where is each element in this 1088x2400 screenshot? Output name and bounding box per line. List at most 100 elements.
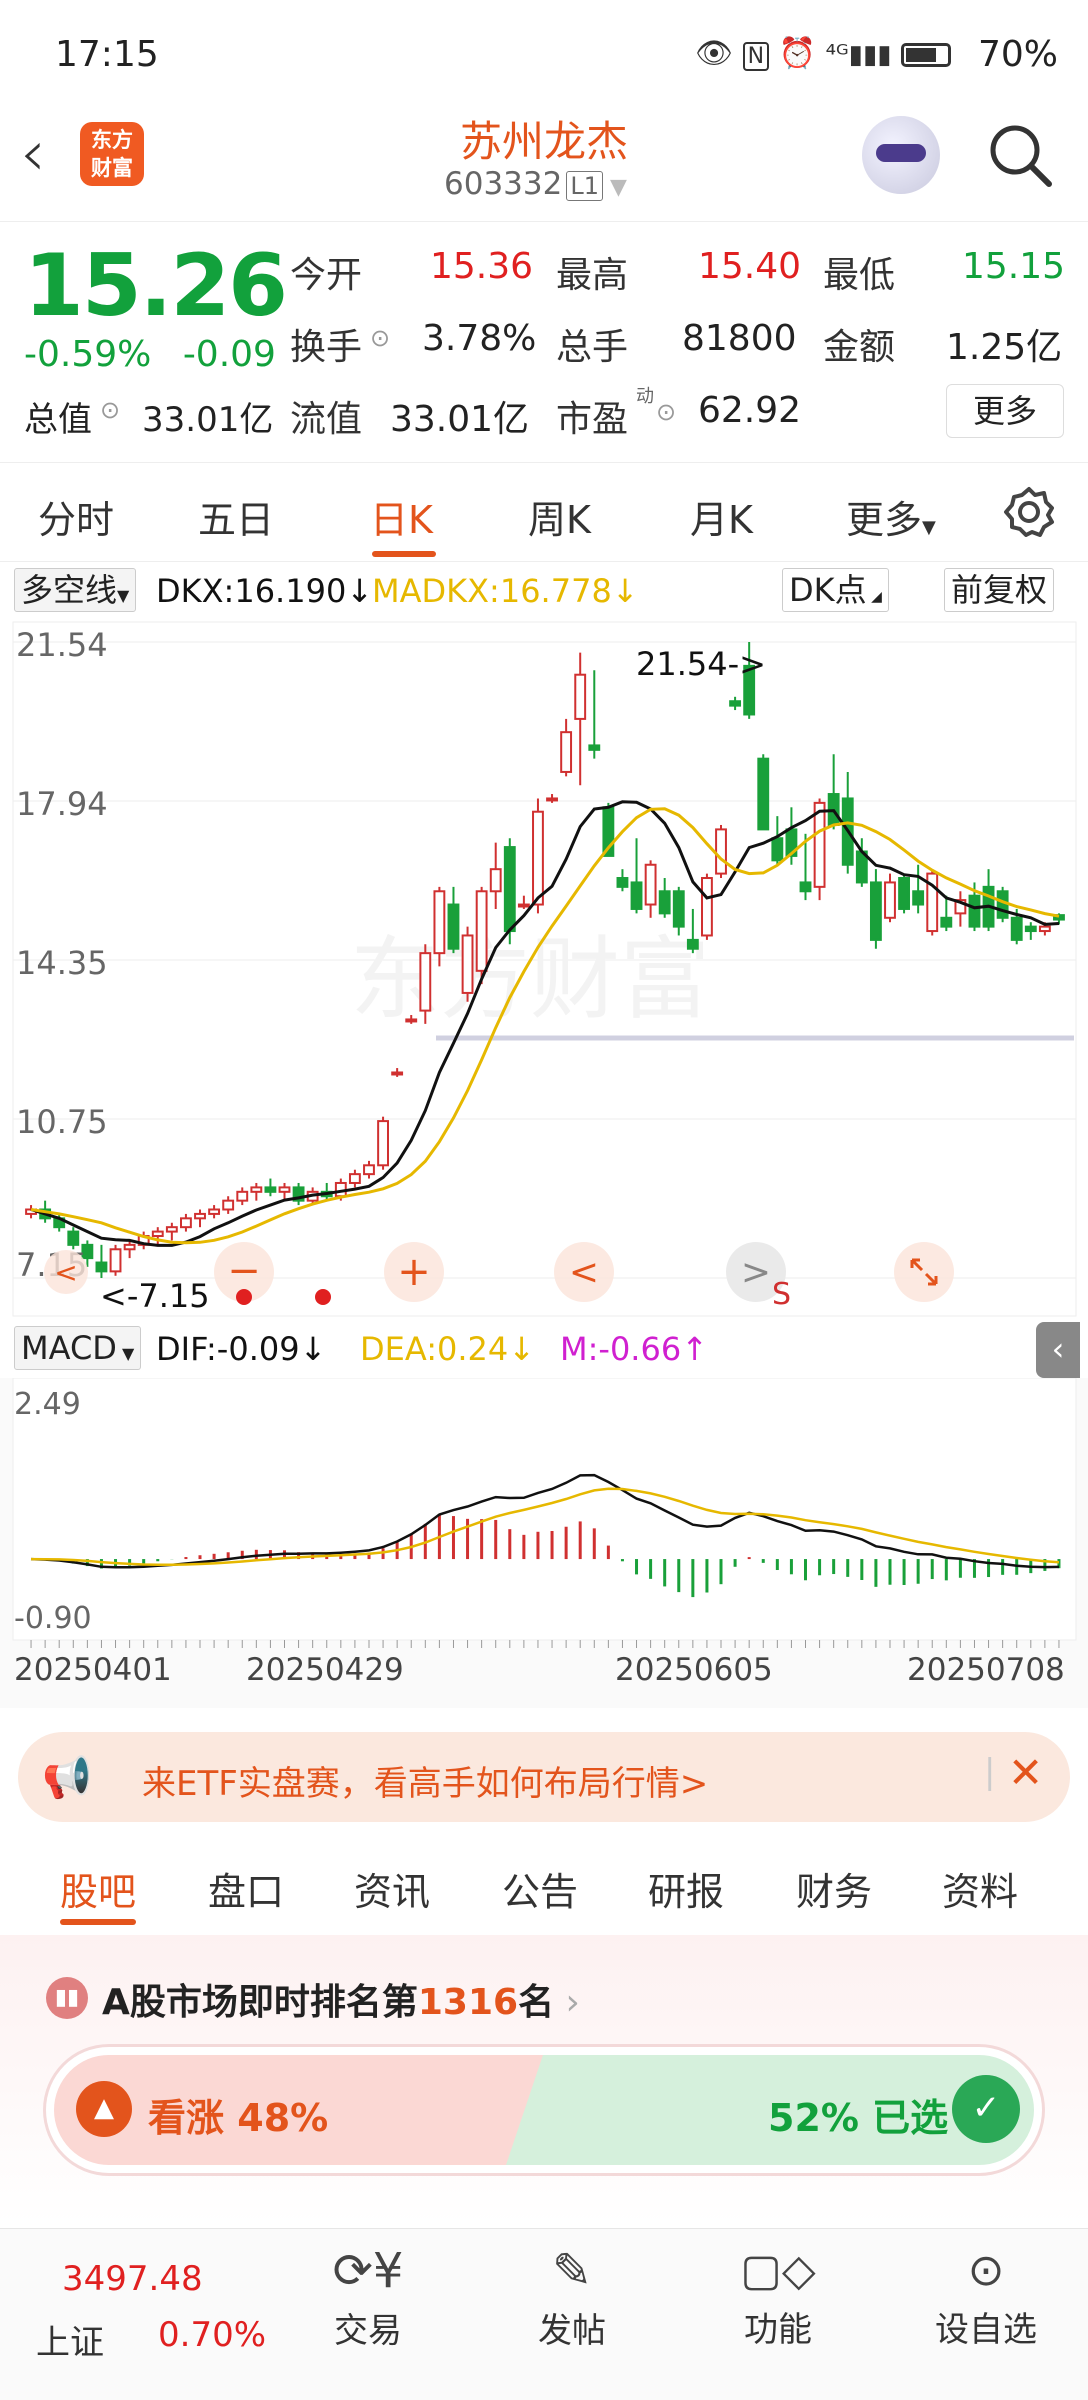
current-price: 15.26: [24, 236, 288, 336]
index-value[interactable]: 3497.48: [62, 2259, 203, 2299]
candle: [926, 872, 939, 933]
amount-label: 金额: [823, 327, 896, 368]
scroll-left-button[interactable]: <: [554, 1242, 614, 1302]
tab-weekly-k[interactable]: 周K: [528, 498, 591, 542]
gear-icon[interactable]: [1002, 485, 1056, 539]
zoom-in-glyph: +: [397, 1249, 431, 1295]
banner-text: 来ETF实盘赛，看高手如何布局行情>: [142, 1764, 709, 1804]
tab-announcements[interactable]: 公告: [502, 1870, 579, 1914]
macd-select[interactable]: MACD ▼: [14, 1326, 142, 1370]
vote-bar: ▲ 看涨 48% 52% 已选 ✓: [46, 2047, 1042, 2173]
nav-functions[interactable]: ▢◇ 功能: [708, 2229, 848, 2351]
promo-banner[interactable]: 📢 来ETF实盘赛，看高手如何布局行情> | ✕: [18, 1732, 1070, 1822]
status-bar: 17:15 👁 N ⏰ ⁴ᴳ▮▮▮ 70%: [0, 0, 1088, 100]
dif-value: DIF:-0.09↓: [156, 1330, 327, 1368]
candle: [489, 868, 502, 893]
market-cap-value: 33.01亿: [142, 400, 274, 440]
app-logo: 东方 财富: [80, 122, 144, 186]
dea-value: DEA:0.24↓: [360, 1330, 536, 1368]
pe-superscript: 动: [636, 386, 654, 407]
bull-label: 看涨 48%: [148, 2087, 328, 2142]
nav-trade[interactable]: ⟳¥ 交易: [298, 2229, 438, 2352]
candle: [461, 934, 474, 994]
edit-icon: ✎: [551, 2243, 593, 2299]
candle: [475, 890, 488, 972]
candle: [658, 890, 671, 915]
zoom-in-button[interactable]: +: [384, 1242, 444, 1302]
candle: [517, 903, 530, 908]
info-icon[interactable]: ⊙: [100, 396, 121, 424]
date-label: 20250605: [615, 1652, 773, 1688]
fullscreen-button[interactable]: [894, 1242, 954, 1302]
tab-news[interactable]: 资讯: [354, 1870, 431, 1914]
tab-orderbook[interactable]: 盘口: [208, 1870, 285, 1914]
candle: [447, 903, 460, 950]
candle: [616, 877, 629, 888]
tab-finance[interactable]: 财务: [796, 1870, 873, 1914]
indicator-select[interactable]: 多空线▼: [14, 568, 137, 612]
macd-chart-area[interactable]: 2.49 -0.90 20250401 20250429 20250605 20…: [0, 1377, 1088, 1708]
grid-icon: ▢◇: [740, 2245, 816, 2296]
info-icon[interactable]: ⊙: [370, 324, 391, 352]
pe-value: 62.92: [698, 390, 802, 431]
market-cap-label: 总值: [24, 400, 92, 440]
caret-down-icon: ▼: [117, 586, 130, 605]
watermark: 东方财富: [350, 930, 710, 1030]
rank-text[interactable]: A股市场即时排名第1316名 ›: [102, 1973, 580, 2025]
bear-bar[interactable]: [506, 2055, 1034, 2165]
status-time: 17:15: [55, 34, 159, 75]
volume-label: 总手: [556, 327, 629, 368]
macd-chart-svg[interactable]: 2.49 -0.90 20250401 20250429 20250605 20…: [0, 1377, 1088, 1708]
float-cap-value: 33.01亿: [390, 399, 530, 440]
search-icon[interactable]: [985, 120, 1055, 190]
active-tab-indicator: [372, 551, 436, 557]
index-change[interactable]: 0.70%: [158, 2315, 267, 2355]
bull-bar[interactable]: [54, 2055, 544, 2165]
info-icon[interactable]: ⊙: [656, 398, 677, 426]
dk-point-button[interactable]: DK点 ◢: [782, 568, 889, 612]
close-icon[interactable]: ✕: [1008, 1748, 1044, 1797]
candle: [180, 1217, 192, 1229]
candle: [81, 1243, 94, 1260]
chevron-down-icon: ▼: [602, 175, 627, 200]
zoom-out-button[interactable]: −: [214, 1242, 274, 1302]
tab-profile[interactable]: 资料: [942, 1870, 1019, 1914]
nav-add-watchlist[interactable]: ⊙ 设自选: [916, 2229, 1056, 2351]
tab-forum[interactable]: 股吧: [60, 1870, 137, 1914]
candle: [95, 1261, 108, 1273]
y-axis-label: 17.94: [16, 785, 108, 823]
candle: [813, 801, 826, 888]
scroll-left-small-button[interactable]: <: [44, 1250, 88, 1294]
adjust-button[interactable]: 前复权: [944, 568, 1055, 612]
nav-post-label: 发帖: [538, 2311, 606, 2351]
assistant-robot-icon[interactable]: [862, 116, 940, 194]
tab-five-day[interactable]: 五日: [198, 498, 275, 542]
more-button[interactable]: 更多: [946, 384, 1064, 438]
candle: [250, 1186, 263, 1193]
tab-monthly-k[interactable]: 月K: [690, 498, 753, 542]
macd-select-label: MACD: [21, 1329, 117, 1367]
tab-daily-k[interactable]: 日K: [370, 498, 433, 542]
change-pct: -0.59%: [24, 334, 152, 375]
candle: [264, 1186, 277, 1193]
nav-post[interactable]: ✎ 发帖: [502, 2229, 642, 2352]
stock-code[interactable]: 603332 L1 ▼: [444, 166, 627, 202]
dif-line: [30, 1473, 1060, 1569]
candle: [672, 890, 685, 928]
scroll-right-button[interactable]: >S: [726, 1242, 791, 1312]
price-change: -0.59% -0.09: [24, 334, 276, 375]
candle: [869, 881, 882, 941]
candle: [278, 1186, 291, 1193]
back-icon[interactable]: ‹: [20, 117, 46, 191]
tab-research[interactable]: 研报: [648, 1870, 725, 1914]
tab-more[interactable]: 更多▼: [846, 489, 936, 544]
candle: [1010, 916, 1023, 941]
volume-value: 81800: [682, 318, 797, 359]
tab-intraday[interactable]: 分时: [38, 498, 115, 542]
index-name[interactable]: 上证: [36, 2323, 104, 2363]
collapse-panel-icon[interactable]: ‹: [1036, 1322, 1080, 1378]
low-value: 15.15: [962, 246, 1066, 287]
candle: [208, 1208, 221, 1215]
